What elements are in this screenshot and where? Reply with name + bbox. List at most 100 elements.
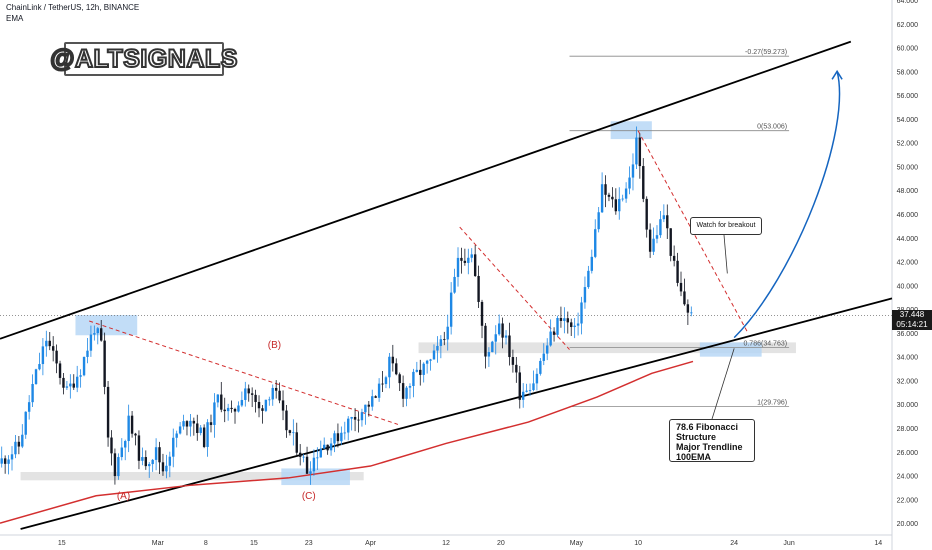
- y-tick-label: 26.000: [897, 450, 919, 457]
- x-tick-label: 24: [730, 540, 738, 547]
- y-tick-label: 28.000: [897, 426, 919, 433]
- candle: [216, 394, 220, 408]
- candle-body: [244, 388, 247, 400]
- candle-body: [213, 402, 216, 425]
- candle-body: [151, 459, 154, 465]
- candle-body: [103, 340, 106, 387]
- candle: [449, 282, 453, 335]
- candle-body: [350, 416, 353, 419]
- candle-body: [233, 408, 237, 412]
- candle-body: [144, 457, 148, 467]
- candle-body: [285, 410, 288, 431]
- candle: [604, 175, 607, 208]
- candle-body: [508, 335, 511, 358]
- candle-body: [436, 345, 439, 351]
- candle-body: [600, 184, 604, 213]
- candle: [648, 223, 652, 258]
- candle-body: [230, 407, 233, 409]
- candle-body: [165, 465, 168, 472]
- candle-body: [690, 312, 693, 314]
- candle-body: [497, 323, 501, 335]
- candle-body: [31, 384, 34, 403]
- candle: [566, 311, 569, 334]
- candle: [480, 299, 484, 339]
- candle: [408, 383, 412, 399]
- candle-body: [343, 432, 346, 434]
- candle: [250, 387, 254, 408]
- candle-body: [100, 328, 103, 341]
- candle: [429, 358, 432, 371]
- candle-body: [528, 390, 532, 391]
- candle: [141, 447, 144, 466]
- candle: [192, 417, 196, 436]
- candle: [189, 414, 192, 437]
- candle: [642, 158, 645, 203]
- candle-body: [189, 420, 192, 427]
- candle: [226, 403, 230, 421]
- x-tick-label: 20: [497, 540, 505, 547]
- y-tick-label: 48.000: [897, 188, 919, 195]
- candle: [302, 454, 305, 463]
- candle-body: [7, 459, 10, 464]
- x-tick-label: 10: [634, 540, 642, 547]
- candle: [521, 383, 525, 408]
- candle-body: [583, 287, 587, 303]
- candle: [237, 401, 240, 413]
- candle: [381, 371, 384, 392]
- candle: [494, 325, 497, 355]
- candle: [652, 227, 655, 255]
- candle: [254, 389, 257, 413]
- x-tick-label: 14: [874, 540, 882, 547]
- candle: [594, 219, 597, 259]
- candle: [618, 187, 621, 220]
- candle-body: [504, 335, 508, 338]
- candle-body: [312, 457, 316, 472]
- candle-body: [96, 328, 99, 334]
- watch-for-breakout-callout: Watch for breakout: [690, 217, 762, 235]
- candle-body: [604, 184, 607, 195]
- candle-body: [106, 386, 110, 438]
- candle-body: [422, 363, 425, 375]
- candle-body: [521, 391, 525, 400]
- candle-body: [93, 333, 96, 335]
- candle-body: [607, 194, 611, 197]
- candle: [79, 369, 82, 388]
- candle-body: [525, 390, 528, 392]
- indicator-label[interactable]: EMA: [6, 14, 24, 23]
- candle: [518, 365, 521, 409]
- y-tick-label: 62.000: [897, 22, 919, 29]
- candle: [371, 389, 374, 411]
- candle-body: [65, 386, 69, 388]
- candle: [377, 378, 381, 402]
- candle-body: [72, 383, 75, 388]
- candle: [196, 414, 199, 441]
- candle-body: [487, 352, 491, 357]
- candle-body: [281, 400, 285, 411]
- candle-body: [192, 420, 196, 424]
- candle: [398, 372, 401, 391]
- logo-text: @ALTSIGNALS: [49, 44, 238, 74]
- candle: [460, 247, 463, 274]
- candle-body: [329, 443, 333, 451]
- candle: [264, 399, 268, 413]
- candle-body: [594, 229, 597, 257]
- candle: [484, 323, 487, 369]
- candle-body: [425, 360, 429, 364]
- candle: [535, 368, 539, 391]
- candle: [161, 453, 165, 476]
- trendline: [89, 320, 399, 425]
- candle-body: [374, 396, 377, 398]
- candle: [75, 365, 79, 393]
- candle: [10, 446, 14, 471]
- y-tick-label: 44.000: [897, 236, 919, 243]
- candle: [353, 408, 357, 432]
- candle: [425, 359, 429, 374]
- candle-body: [473, 254, 477, 276]
- candle-body: [302, 456, 305, 458]
- candle: [151, 458, 154, 472]
- candle-body: [659, 219, 662, 236]
- candle: [312, 449, 316, 476]
- candle: [614, 188, 618, 215]
- candle-body: [408, 385, 412, 388]
